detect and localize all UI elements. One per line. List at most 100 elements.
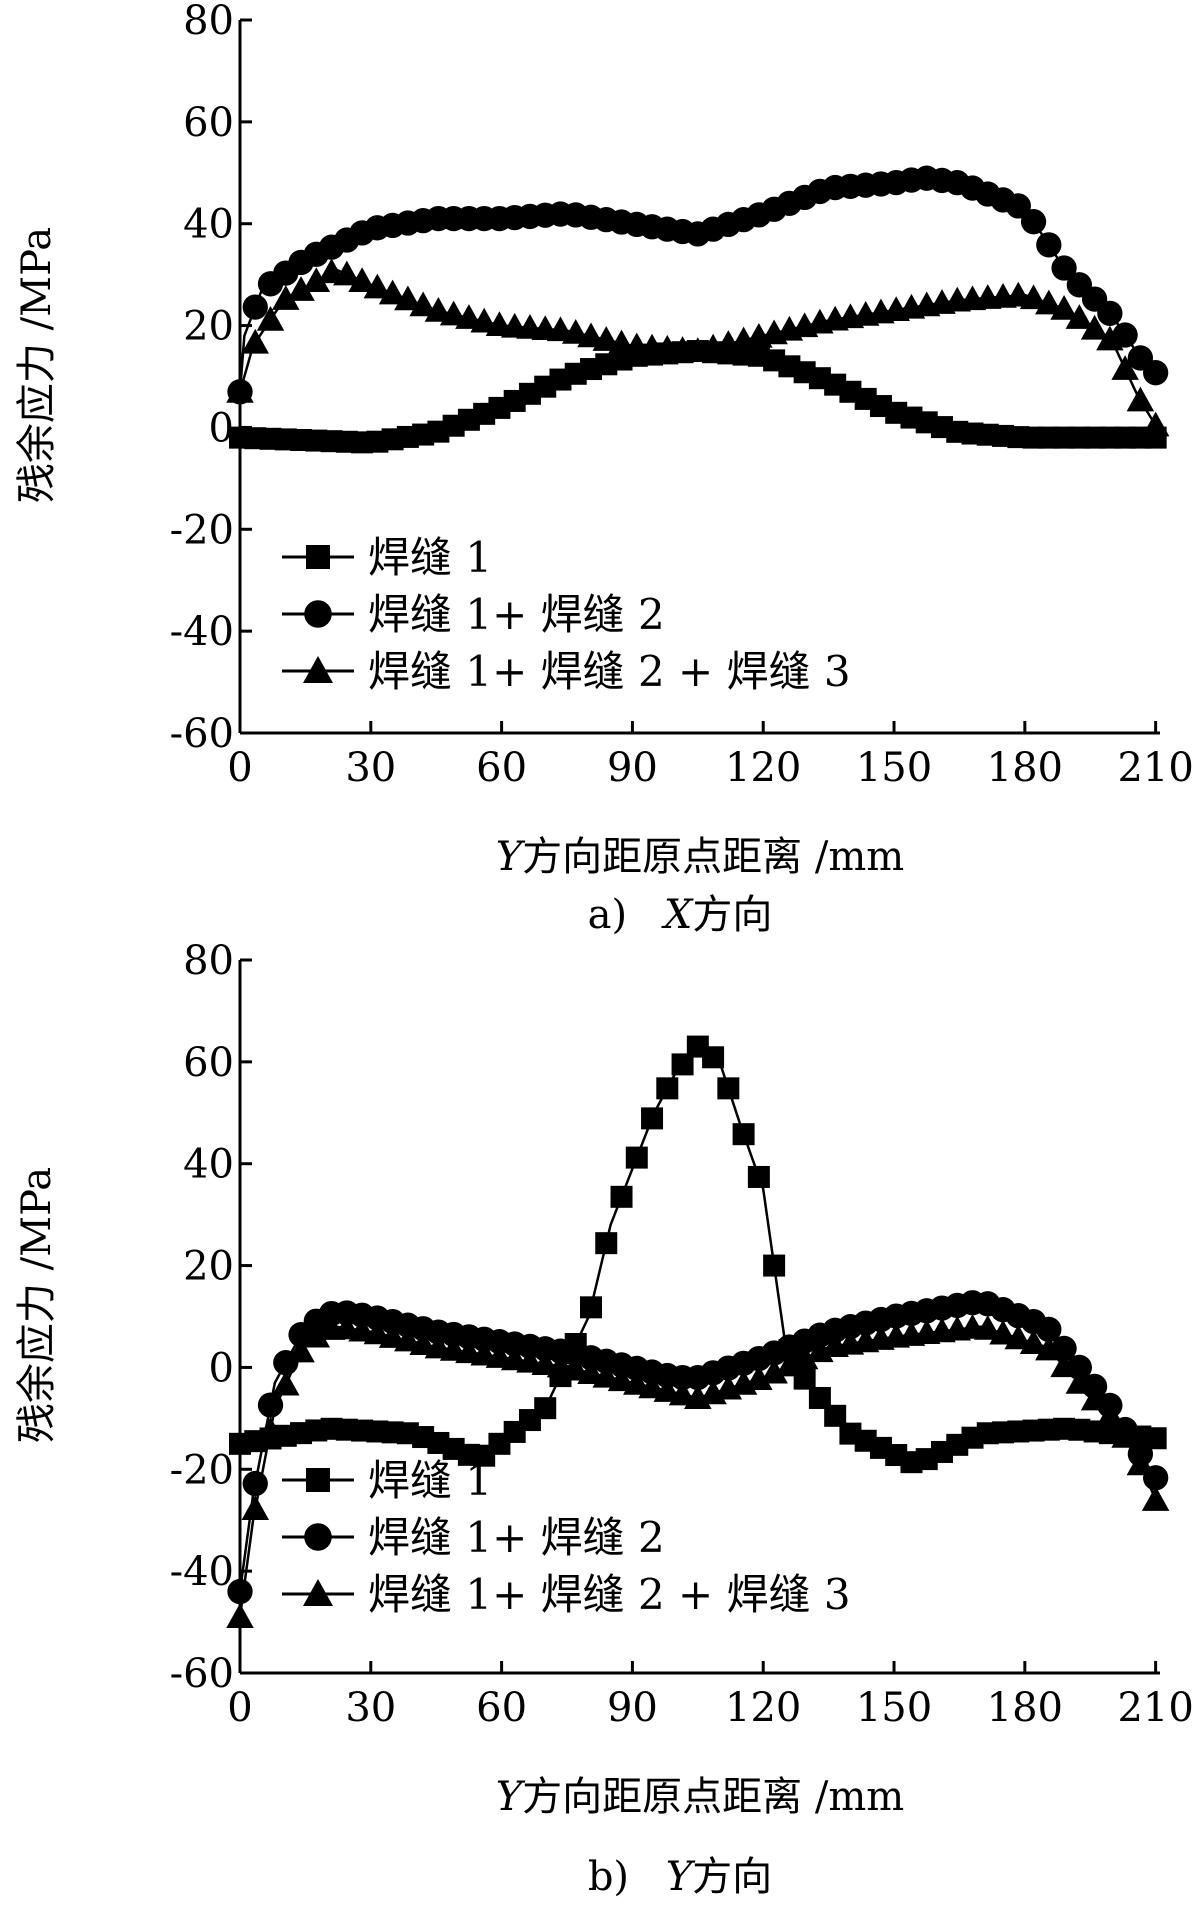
series-3-point bbox=[363, 1319, 392, 1345]
series-2-point bbox=[227, 1578, 253, 1605]
series-3-point bbox=[1019, 1329, 1048, 1354]
series-3-point bbox=[790, 1344, 819, 1370]
series-3-point bbox=[439, 300, 468, 326]
x-tick-label: 150 bbox=[856, 1685, 932, 1731]
series-3-point bbox=[272, 1370, 300, 1396]
series-3-point bbox=[1080, 1385, 1109, 1411]
series-3-point bbox=[287, 276, 315, 301]
series-3-point bbox=[745, 1365, 773, 1390]
series-3-point bbox=[668, 1380, 697, 1406]
series-2-point bbox=[1097, 300, 1123, 326]
series-3-point bbox=[226, 378, 254, 403]
y-tick-label: 0 bbox=[209, 1345, 234, 1391]
series-2-point bbox=[1051, 255, 1077, 281]
series-3-point bbox=[348, 267, 376, 293]
x-tick-label: 60 bbox=[476, 745, 527, 791]
series-1-point bbox=[641, 1107, 664, 1130]
series-3-point bbox=[256, 1416, 285, 1442]
series-3-point bbox=[561, 318, 590, 344]
series-3-point bbox=[1111, 355, 1139, 380]
series-3-point bbox=[272, 285, 300, 310]
series-3-point bbox=[333, 260, 361, 286]
x-tick-label: 210 bbox=[1117, 1685, 1193, 1731]
y-tick-label: -40 bbox=[170, 609, 234, 655]
plot-series bbox=[226, 1035, 1170, 1628]
series-3-point bbox=[1065, 1368, 1094, 1394]
y-tick-label: 80 bbox=[183, 940, 234, 984]
series-3-point bbox=[241, 328, 270, 354]
x-tick-label: 90 bbox=[607, 745, 658, 791]
series-2-point bbox=[1036, 232, 1062, 258]
legend-label: 焊缝 1+ 焊缝 2 bbox=[368, 1513, 665, 1562]
y-axis-label: 残余应力 /MPa bbox=[14, 227, 60, 503]
series-3-point bbox=[607, 1366, 636, 1392]
y-axis-label: 残余应力 /MPa bbox=[14, 1167, 60, 1443]
y-tick-label: 40 bbox=[183, 202, 234, 248]
plot-series bbox=[226, 165, 1170, 454]
series-2-point bbox=[1020, 209, 1047, 235]
y-tick-label: 20 bbox=[183, 304, 234, 350]
caption-prefix: b) bbox=[588, 1854, 629, 1900]
x-tick-label: 90 bbox=[607, 1685, 658, 1731]
x-tick-label: 210 bbox=[1117, 745, 1193, 791]
y-tick-label: 40 bbox=[183, 1142, 234, 1188]
x-tick-label: 120 bbox=[725, 1685, 801, 1731]
legend: 焊缝 1 焊缝 1+ 焊缝 2 焊缝 1+ 焊缝 2 + 焊缝 3 bbox=[282, 533, 851, 696]
series-3-point bbox=[1126, 386, 1155, 412]
x-axis-label: Y方向距原点距离 /mm bbox=[496, 1774, 904, 1820]
series-3-point bbox=[287, 1337, 315, 1363]
series-3-point bbox=[577, 1359, 605, 1385]
series-3-point bbox=[1096, 325, 1124, 351]
chart-caption: b) Y方向 bbox=[588, 1854, 772, 1900]
x-tick-label: 150 bbox=[856, 745, 932, 791]
series-3-point bbox=[974, 1314, 1002, 1340]
series-3-point bbox=[302, 1322, 331, 1348]
series-1-point bbox=[702, 1046, 725, 1069]
x-tick-label: 30 bbox=[345, 745, 396, 791]
x-tick-label: 0 bbox=[227, 745, 252, 791]
series-3-point bbox=[1004, 1324, 1033, 1350]
x-axis-label-rest: 方向距原点距离 /mm bbox=[522, 1774, 904, 1820]
series-2-point bbox=[1112, 322, 1138, 348]
series-3-point bbox=[226, 1603, 254, 1628]
series-3-point bbox=[1126, 1450, 1155, 1476]
series-3-point bbox=[378, 279, 407, 305]
series-3-point bbox=[1141, 411, 1170, 437]
x-tick-label: 180 bbox=[987, 745, 1063, 791]
series-3-point bbox=[1141, 1486, 1170, 1511]
x-axis-label-var: Y bbox=[496, 834, 526, 880]
series-3-point bbox=[1111, 1422, 1139, 1448]
legend-label: 焊缝 1 bbox=[368, 533, 492, 582]
series-3-point bbox=[302, 267, 331, 293]
y-tick-label: 60 bbox=[183, 100, 234, 146]
series-3-point bbox=[653, 1377, 682, 1402]
series-3-point bbox=[256, 306, 285, 331]
series-2-point bbox=[242, 1470, 268, 1497]
series-2-point bbox=[1036, 1316, 1062, 1343]
series-2-point bbox=[257, 1392, 284, 1418]
series-3-point bbox=[577, 322, 605, 348]
series-1-point bbox=[656, 1077, 679, 1100]
x-ticks: 0 30 60 90 120 150 180 210 bbox=[227, 1661, 1194, 1731]
legend-marker-circle bbox=[304, 600, 332, 628]
series-3-point bbox=[394, 285, 422, 311]
series-1-point bbox=[824, 1404, 847, 1427]
chart-caption: a) X方向 bbox=[588, 892, 773, 938]
y-tick-label: -20 bbox=[170, 1447, 234, 1493]
y-tick-label: -60 bbox=[170, 1651, 234, 1697]
x-tick-label: 0 bbox=[227, 1685, 252, 1731]
series-1-point bbox=[1144, 1427, 1167, 1450]
series-3-point bbox=[394, 1326, 422, 1352]
series-3-point bbox=[1050, 1352, 1078, 1378]
series-1-point bbox=[671, 1053, 694, 1076]
series-3-point bbox=[561, 1355, 590, 1381]
x-tick-label: 30 bbox=[345, 1685, 396, 1731]
caption-var: X bbox=[661, 892, 694, 938]
legend-marker-circle bbox=[304, 1523, 332, 1551]
series-3-point bbox=[455, 304, 483, 329]
series-2-point bbox=[1142, 360, 1169, 386]
x-axis-label-rest: 方向距原点距离 /mm bbox=[522, 834, 904, 880]
series-1-point bbox=[534, 1397, 557, 1420]
caption-rest: 方向 bbox=[692, 1854, 772, 1900]
